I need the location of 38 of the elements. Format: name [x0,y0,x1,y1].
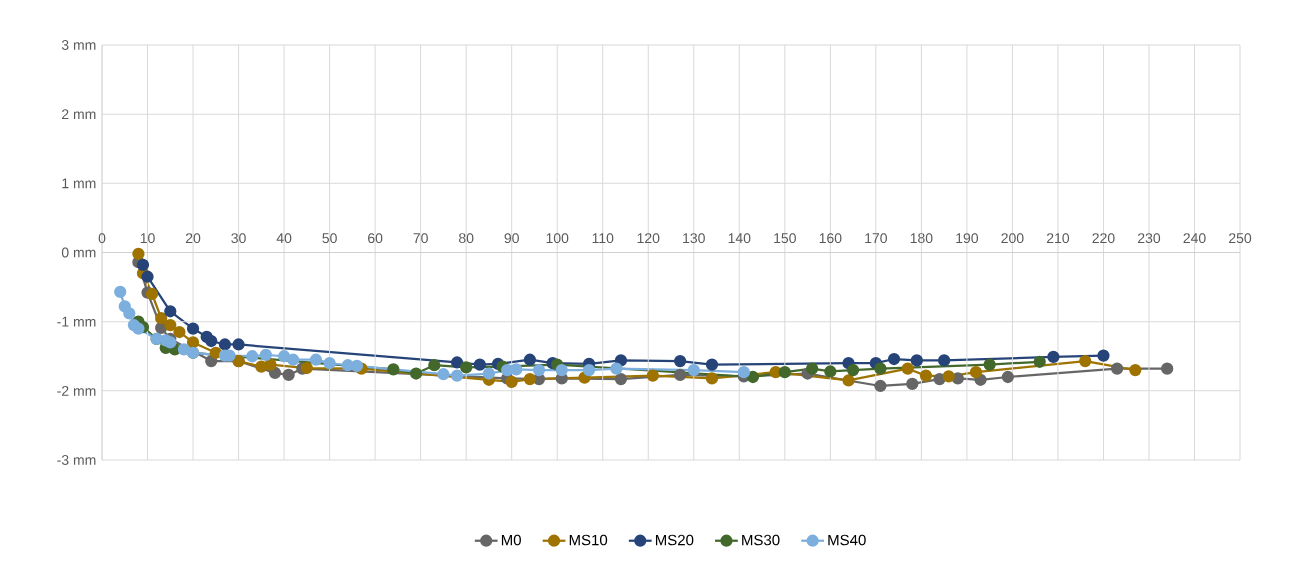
x-tick-label: 60 [368,233,383,244]
y-tick-label: -2 mm [57,385,96,396]
legend-label: MS10 [569,534,608,546]
x-tick-label: 220 [1092,233,1115,244]
x-tick-label: 180 [910,233,933,244]
x-tick-label: 0 [98,233,106,244]
x-tick-label: 20 [185,233,201,244]
x-tick-label: 30 [231,233,246,244]
x-tick-label: 150 [774,233,796,244]
x-tick-label: 140 [728,233,751,244]
y-tick-label: -1 mm [57,316,96,327]
y-tick-label: 1 mm [62,178,96,189]
x-tick-label: 160 [819,233,842,244]
y-tick-label: -3 mm [57,455,96,465]
x-tick-label: 110 [592,233,614,244]
x-tick-label: 80 [458,233,474,244]
x-tick-label: 70 [413,233,428,244]
x-tick-label: 130 [683,233,705,244]
legend-label: MS30 [742,534,780,546]
y-tick-label: 0 mm [61,247,96,258]
x-tick-label: 240 [1183,233,1206,244]
legend-label: MS40 [828,534,866,546]
x-tick-label: 90 [504,233,519,244]
x-tick-label: 170 [865,233,887,244]
x-tick-label: 50 [322,233,337,244]
x-tick-label: 10 [140,233,155,244]
x-tick-label: 190 [956,233,979,244]
legend-label: MS20 [655,534,694,546]
x-tick-label: 250 [1229,233,1252,244]
y-tick-label: 3 mm [61,40,96,50]
x-tick-label: 200 [1001,233,1024,244]
y-tick-label: 2 mm [62,109,96,120]
x-tick-label: 210 [1046,233,1070,244]
x-tick-label: 40 [276,233,292,244]
legend-label: M0 [501,534,521,546]
x-tick-label: 230 [1138,233,1161,244]
x-tick-label: 120 [637,233,660,244]
x-tick-label: 100 [546,233,569,244]
